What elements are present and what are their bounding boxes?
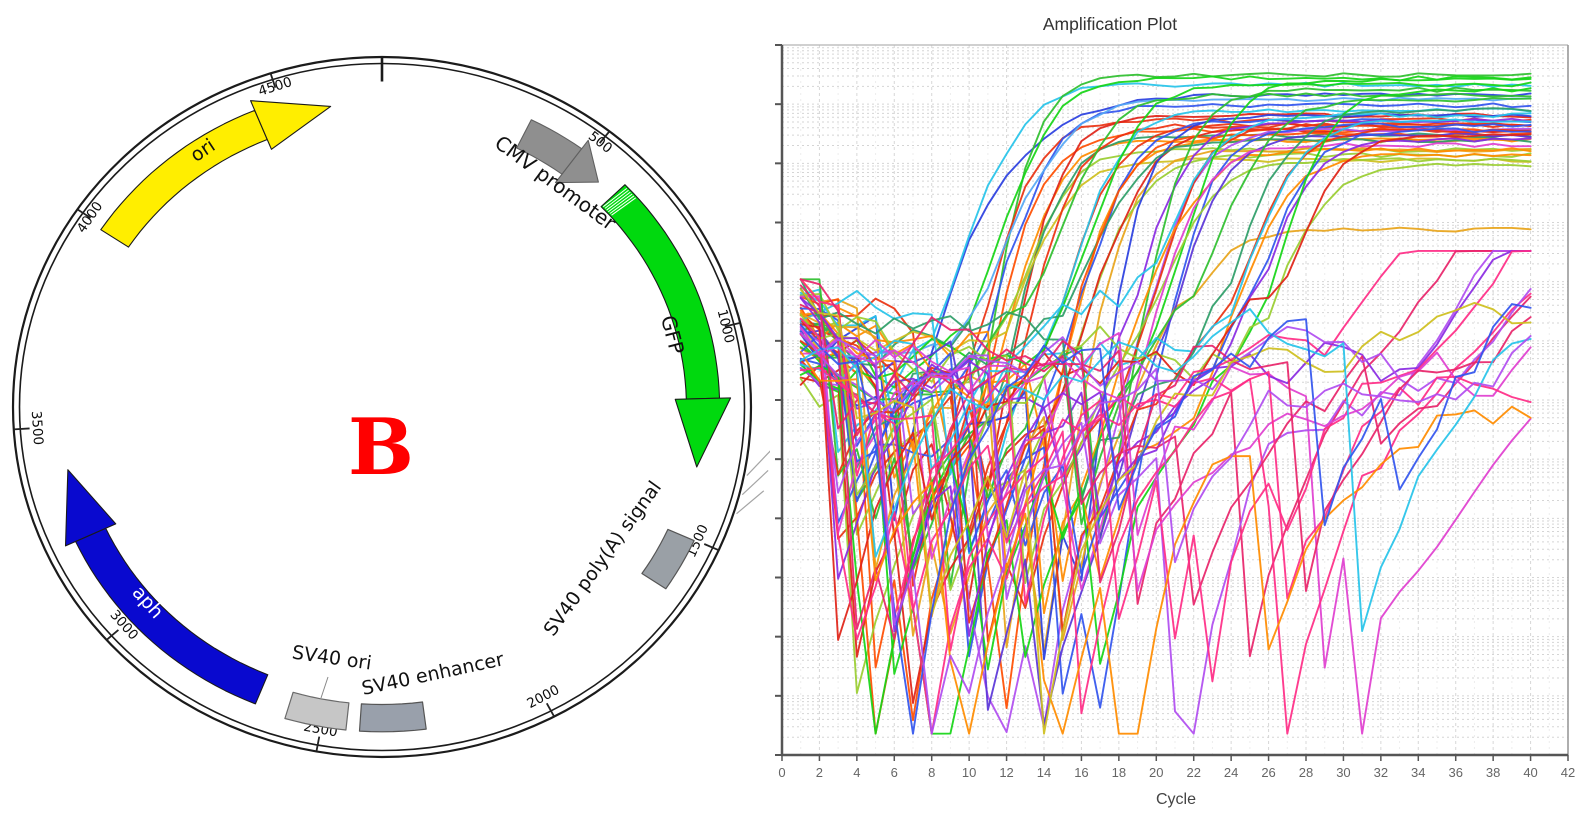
amplification-plot: 0 2 4 6 8 10 12 14 16 18 20 22 24 26 28 30 32 34 36 38 40 42 … (775, 14, 1575, 808)
x-tick-label: 20 (1149, 765, 1163, 780)
gfp-start-hatch (609, 195, 635, 214)
amplification-curve (799, 107, 1532, 502)
x-tick-label: 22 (1186, 765, 1200, 780)
amplification-curve (799, 137, 1532, 580)
bp-tick (13, 427, 30, 431)
gfp-start-hatch (606, 191, 631, 211)
amplification-curve (799, 249, 1532, 637)
gfp-start-hatch (604, 189, 629, 209)
x-tick-label: 14 (1037, 765, 1051, 780)
bp-tick-label: 1000 (714, 308, 738, 345)
bp-tick (724, 322, 741, 328)
amplification-curve (799, 118, 1532, 471)
x-tick-label: 32 (1374, 765, 1388, 780)
panel-label: B (348, 402, 414, 493)
gfp-start-hatch (611, 197, 637, 216)
x-tick-label: 30 (1336, 765, 1350, 780)
x-tick-label: 10 (962, 765, 976, 780)
amplification-curve (799, 308, 1532, 633)
plasmid-feature-cmv-promoter-arrowhead (554, 139, 599, 184)
x-tick-label: 4 (853, 765, 860, 780)
bp-tick (76, 208, 92, 219)
amplification-curve (799, 112, 1532, 476)
amplification-curve (799, 122, 1532, 709)
amplification-curve (799, 284, 1532, 606)
amplification-plot-panel: 0 2 4 6 8 10 12 14 16 18 20 22 24 26 28 30 32 34 36 38 40 42 … (770, 0, 1582, 816)
bp-tick (598, 130, 611, 144)
bp-tick (269, 73, 277, 88)
cut-site-leader-line (741, 470, 769, 496)
plasmid-feature-sv40-ori (284, 691, 350, 731)
x-tick-label: 8 (928, 765, 935, 780)
x-axis-label: Cycle (1156, 791, 1196, 808)
x-tick-label: 24 (1224, 765, 1238, 780)
amplification-curve (799, 72, 1532, 587)
plasmid-feature-ori (100, 109, 268, 248)
amplification-curve (799, 303, 1532, 735)
amplification-curve (799, 332, 1532, 735)
amplification-curve (799, 288, 1532, 412)
bp-tick (703, 543, 720, 551)
amplification-curve (799, 137, 1532, 460)
amplification-curve (799, 350, 1532, 735)
amplification-curve (799, 86, 1532, 571)
amplification-curve (799, 288, 1532, 735)
x-tick-label: 2 (816, 765, 823, 780)
x-tick-label: 40 (1523, 765, 1537, 780)
bp-tick-label: 3500 (28, 410, 46, 445)
amplification-curve (799, 162, 1532, 508)
plasmid-feature-sv40-ori-leader-line (320, 676, 329, 699)
x-tick-label: 6 (891, 765, 898, 780)
cut-site-leader-line (736, 490, 765, 515)
bp-tick-label: 4500 (256, 74, 294, 100)
amplification-curve (799, 75, 1532, 389)
amplification-curve (799, 81, 1532, 393)
plasmid-feature-sv40-enhancer-label: SV40 enhancer (360, 648, 506, 700)
amplification-curve (799, 278, 1532, 592)
bp-tick (545, 702, 555, 718)
x-tick-label: 16 (1074, 765, 1088, 780)
x-tick-label: 0 (778, 765, 785, 780)
amplification-curve (799, 331, 1532, 735)
plasmid-feature-aph (75, 527, 269, 705)
plasmid-feature-gfp-arrowhead (674, 397, 732, 468)
amplification-curve (799, 153, 1532, 615)
plasmid-feature-sv40-polya-signal (641, 528, 695, 590)
bp-tick (105, 629, 119, 641)
gfp-start-hatch (607, 193, 633, 213)
plasmid-feature-sv40-polya-signal-label: SV40 poly(A) signal (539, 477, 666, 640)
x-tick-label: 34 (1411, 765, 1425, 780)
amplification-curve (799, 292, 1532, 735)
amplification-curve (799, 325, 1532, 592)
x-tick-label: 12 (999, 765, 1013, 780)
x-tick-label: 36 (1448, 765, 1462, 780)
amplification-curve (799, 142, 1532, 591)
amplification-curve (799, 102, 1532, 447)
x-tick-label: 26 (1261, 765, 1275, 780)
x-tick-label: 42 (1561, 765, 1575, 780)
chart-title: Amplification Plot (1043, 14, 1177, 34)
cut-site-leader-line (746, 450, 770, 476)
amplification-curve (799, 132, 1532, 726)
plasmid-feature-gfp (600, 184, 721, 400)
amplification-curve (799, 147, 1532, 582)
plasmid-feature-aph-arrowhead (64, 469, 117, 547)
gfp-start-hatch (603, 188, 628, 208)
plasmid-map-panel: 500 1000 1500 2000 2500 3000 3500 4000 4500 ori CM… (0, 0, 770, 816)
x-tick-label: 38 (1486, 765, 1500, 780)
x-tick-label: 18 (1112, 765, 1126, 780)
amplification-curve (799, 133, 1532, 641)
amplification-curve (799, 81, 1532, 453)
bp-tick (315, 736, 321, 752)
plasmid-feature-sv40-enhancer (358, 701, 427, 733)
plasmid-feature-ori-arrowhead (250, 100, 332, 150)
x-tick-label: 28 (1299, 765, 1313, 780)
plasmid-feature-sv40-ori-label: SV40 ori (291, 642, 373, 675)
